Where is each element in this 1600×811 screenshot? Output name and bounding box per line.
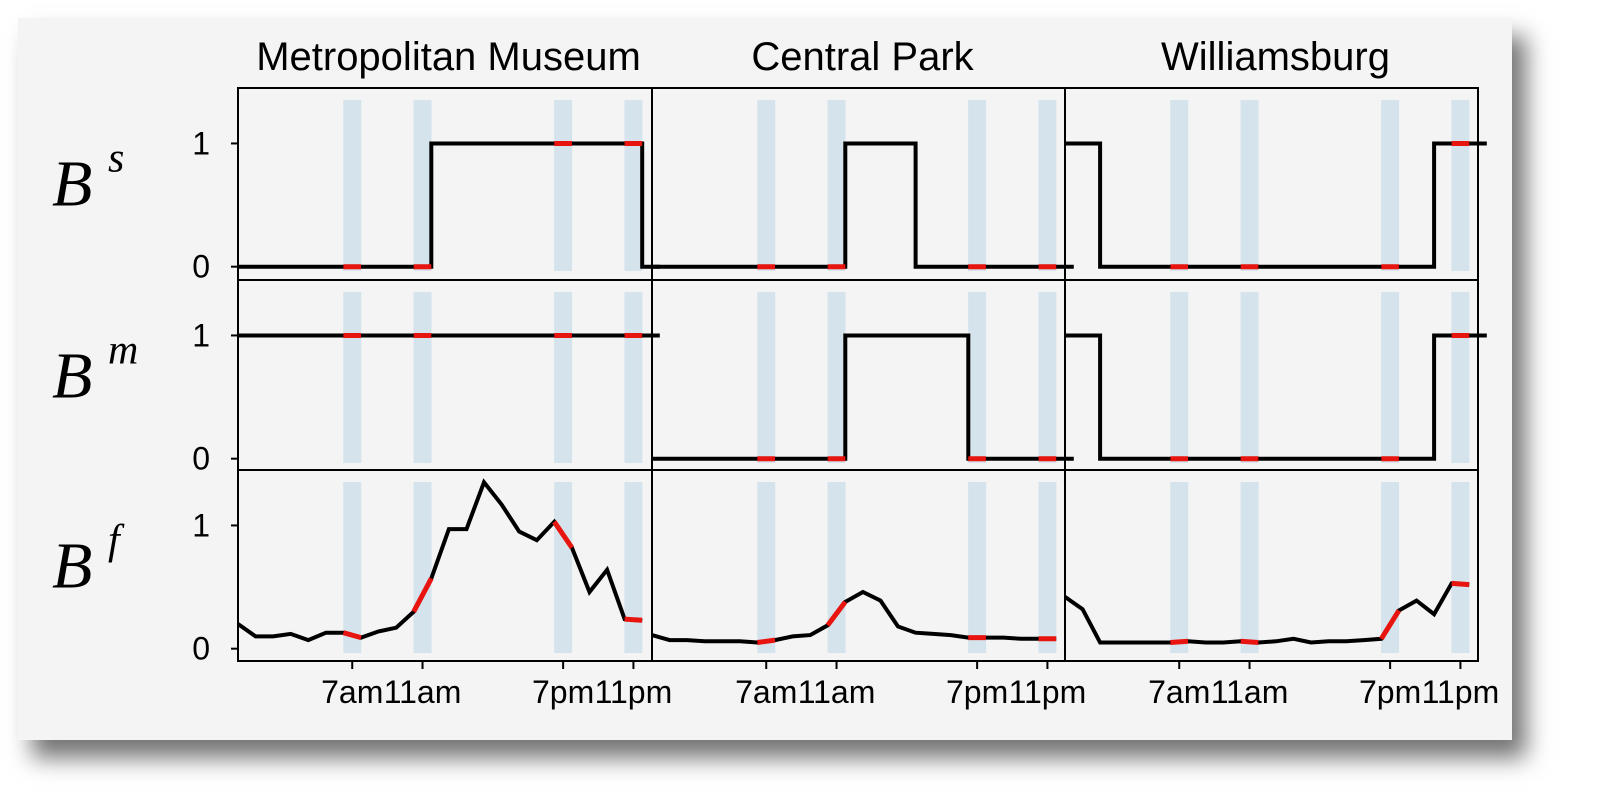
highlight-segment <box>1451 580 1470 588</box>
x-tick-label: 11am <box>384 674 462 710</box>
highlight-segment <box>825 600 848 627</box>
highlight-band <box>757 292 776 463</box>
highlight-band <box>827 482 846 653</box>
x-tick-label: 7am <box>1148 674 1210 710</box>
highlight-band <box>624 292 643 463</box>
series-line-williamsburg-bm <box>1065 333 1487 461</box>
highlight-band <box>1170 292 1189 463</box>
plot-frame <box>237 87 1479 662</box>
highlight-band <box>1451 292 1470 463</box>
highlight-band <box>827 292 846 463</box>
highlight-band <box>968 100 987 271</box>
highlight-band <box>1240 292 1259 463</box>
highlight-band <box>343 292 362 463</box>
column-title-williamsburg: Williamsburg <box>1161 35 1390 79</box>
highlight-band <box>624 482 643 653</box>
highlight-band <box>1381 482 1400 653</box>
series-line-williamsburg-bs <box>1065 141 1487 269</box>
y-tick-label: 0 <box>192 631 210 667</box>
x-tick-label: 11pm <box>1009 674 1087 710</box>
highlight-segment <box>1240 638 1259 645</box>
highlight-band <box>343 482 362 653</box>
highlight-band <box>1038 100 1057 271</box>
row-label-bs: B <box>52 148 92 221</box>
highlight-band <box>757 482 776 653</box>
x-tick-label: 11pm <box>595 674 673 710</box>
highlight-band <box>1240 100 1259 271</box>
y-tick-label: 0 <box>192 249 210 285</box>
series-line-metropolitan-museum-bf <box>236 478 643 643</box>
column-title-metropolitan-museum: Metropolitan Museum <box>256 35 641 79</box>
x-tick-label: 11am <box>798 674 876 710</box>
highlight-segment <box>624 616 643 623</box>
highlight-band <box>554 100 573 271</box>
row-label-bf: B <box>52 530 92 603</box>
x-tick-label: 7am <box>735 674 797 710</box>
x-tick-label: 11pm <box>1422 674 1500 710</box>
highlight-band <box>757 100 776 271</box>
highlight-band <box>827 100 846 271</box>
row-label-superscript: m <box>108 328 138 374</box>
y-tick-label: 1 <box>192 507 210 543</box>
row-label-superscript: f <box>108 518 125 564</box>
highlight-segment <box>757 637 776 645</box>
row-label-superscript: s <box>108 136 124 182</box>
highlight-segment <box>1379 609 1402 641</box>
x-tick-label: 7pm <box>532 674 594 710</box>
y-tick-label: 1 <box>192 125 210 161</box>
x-tick-label: 7am <box>321 674 383 710</box>
column-title-central-park: Central Park <box>751 35 974 79</box>
highlight-band <box>554 482 573 653</box>
y-tick-label: 0 <box>192 441 210 477</box>
highlight-segment <box>342 630 362 641</box>
series-line-williamsburg-bf <box>1063 581 1470 645</box>
highlight-band <box>1381 292 1400 463</box>
highlight-band <box>1038 292 1057 463</box>
series-line-central-park-bs <box>652 141 1074 269</box>
highlight-band <box>413 292 432 463</box>
highlight-band <box>1451 100 1470 271</box>
y-tick-label: 1 <box>192 317 210 353</box>
highlight-band <box>413 482 432 653</box>
highlight-band <box>1038 482 1057 653</box>
highlight-band <box>554 292 573 463</box>
row-label-bm: B <box>52 340 92 413</box>
highlight-band <box>343 100 362 271</box>
x-tick-label: 7pm <box>946 674 1008 710</box>
x-tick-label: 11am <box>1211 674 1289 710</box>
highlight-band <box>1451 482 1470 653</box>
highlight-band <box>1240 482 1259 653</box>
series-line-central-park-bm <box>652 333 1074 461</box>
highlight-band <box>1170 482 1189 653</box>
highlight-segment <box>411 577 434 613</box>
highlight-band <box>968 292 987 463</box>
series-line-central-park-bf <box>651 589 1057 645</box>
highlight-segment <box>552 520 574 550</box>
x-tick-label: 7pm <box>1359 674 1421 710</box>
highlight-band <box>1381 100 1400 271</box>
highlight-band <box>968 482 987 653</box>
highlight-band <box>413 100 432 271</box>
highlight-segment <box>1170 638 1189 645</box>
highlight-band <box>624 100 643 271</box>
series-line-metropolitan-museum-bs <box>238 141 660 269</box>
highlight-band <box>1170 100 1189 271</box>
